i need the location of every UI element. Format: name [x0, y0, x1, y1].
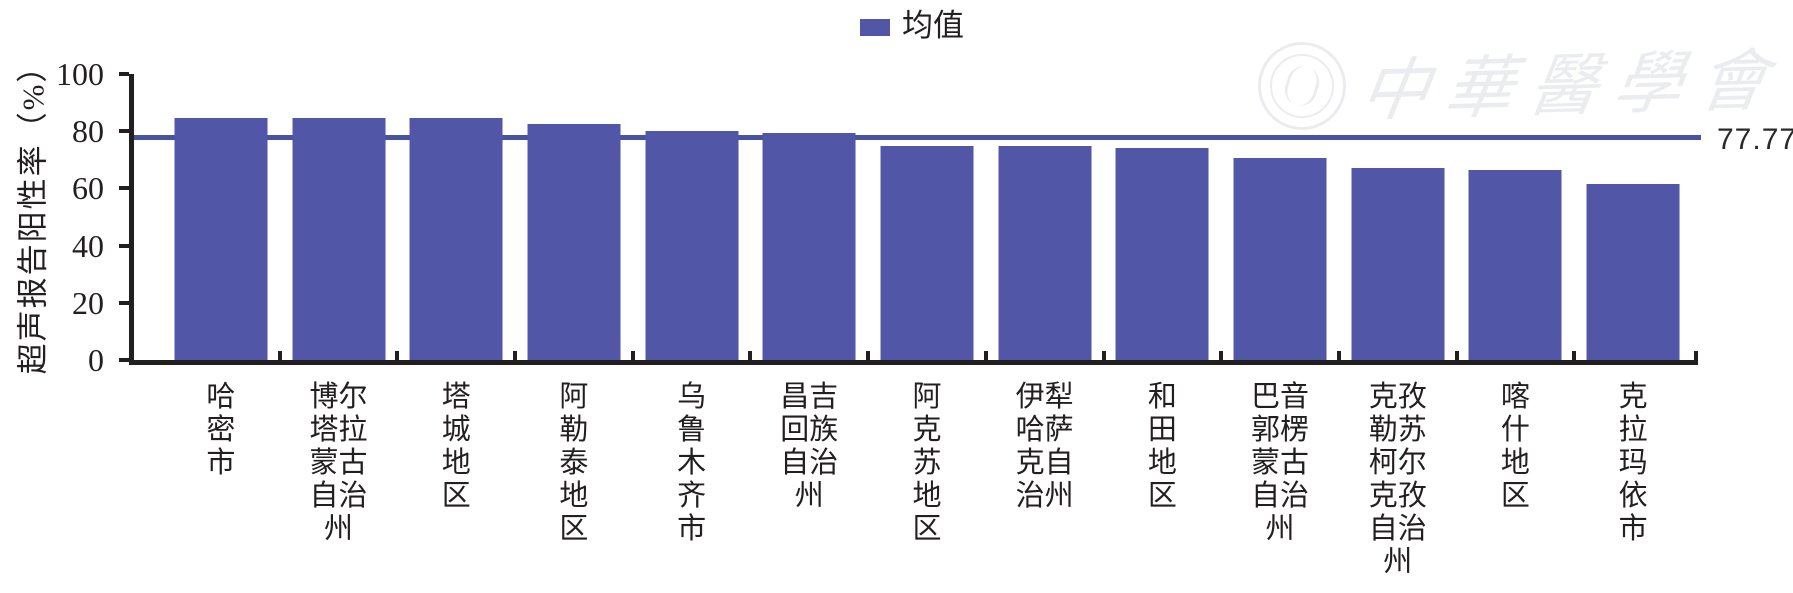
category-label: 塔城地区	[441, 381, 471, 512]
bar	[762, 132, 856, 360]
x-tick-mark	[1219, 351, 1224, 360]
plot-area: 77.77 哈密市 博尔塔拉蒙古自治州 塔城地区 阿勒泰地区 乌鲁木齐市 昌吉回族自治州 阿…	[56, 58, 1793, 578]
legend-label: 均值	[902, 8, 964, 43]
bar-cell	[1221, 74, 1339, 360]
y-tick-mark	[119, 243, 129, 248]
category-label-cell: 哈密市	[162, 381, 280, 579]
category-label-cell: 克拉玛依市	[1574, 381, 1692, 579]
bar	[645, 131, 739, 360]
bar	[1233, 158, 1327, 360]
bar-cell	[280, 74, 398, 360]
legend: 均值	[860, 10, 964, 41]
y-tick-label: 0	[88, 342, 104, 378]
mean-line-value: 77.77	[1717, 122, 1793, 156]
y-axis-title: 超声报告阳性率（%）	[15, 49, 51, 375]
bar-cell	[1457, 74, 1575, 360]
category-label: 克拉玛依市	[1618, 381, 1648, 545]
x-tick-mark	[1101, 351, 1106, 360]
category-label: 和田地区	[1147, 381, 1177, 512]
bar-cell	[397, 74, 515, 360]
bars-row	[162, 74, 1692, 360]
y-tick-label: 100	[56, 56, 104, 92]
category-label: 巴音郭楞蒙古自治州	[1251, 381, 1310, 545]
bar-cell	[633, 74, 751, 360]
category-label-cell: 塔城地区	[397, 381, 515, 579]
legend-swatch-icon	[860, 18, 890, 36]
category-label: 哈密市	[206, 381, 236, 479]
y-tick-mark	[119, 129, 129, 134]
category-label-cell: 巴音郭楞蒙古自治州	[1221, 381, 1339, 579]
y-tick-mark	[119, 358, 129, 362]
mean-line	[134, 134, 1701, 140]
category-label: 阿勒泰地区	[559, 381, 589, 545]
bar	[880, 145, 974, 360]
bar-cell	[986, 74, 1104, 360]
bar-cell	[515, 74, 633, 360]
category-label: 克孜勒苏柯尔克孜自治州	[1368, 381, 1427, 578]
category-label-cell: 伊犁哈萨克自治州	[986, 381, 1104, 579]
category-label-cell: 阿克苏地区	[868, 381, 986, 579]
x-tick-mark	[1336, 351, 1341, 360]
y-tick-label: 40	[72, 227, 104, 264]
category-label-cell: 博尔塔拉蒙古自治州	[280, 381, 398, 579]
y-tick-mark	[119, 186, 129, 191]
category-label: 乌鲁木齐市	[677, 381, 707, 545]
x-axis-end-tick	[1694, 351, 1698, 360]
category-label-cell: 昌吉回族自治州	[750, 381, 868, 579]
y-tick-mark	[119, 72, 129, 76]
bar	[292, 118, 386, 360]
bar-cell	[162, 74, 280, 360]
bar	[1586, 184, 1680, 360]
bar	[1468, 169, 1562, 360]
category-label-cell: 克孜勒苏柯尔克孜自治州	[1339, 381, 1457, 579]
x-tick-mark	[748, 351, 753, 360]
category-label: 阿克苏地区	[912, 381, 942, 545]
y-tick-label: 80	[72, 113, 104, 150]
x-tick-mark	[513, 351, 518, 360]
category-label: 昌吉回族自治州	[780, 381, 839, 512]
bar	[998, 145, 1092, 360]
bar	[1115, 148, 1209, 360]
x-tick-mark	[395, 351, 400, 360]
x-tick-mark	[983, 351, 988, 360]
bar	[527, 124, 621, 360]
y-tick-label: 60	[72, 170, 104, 207]
x-tick-mark	[630, 351, 635, 360]
category-label-cell: 阿勒泰地区	[515, 381, 633, 579]
bar-cell	[1339, 74, 1457, 360]
y-tick-mark	[119, 300, 129, 305]
x-tick-mark	[1454, 351, 1459, 360]
bar-cell	[1574, 74, 1692, 360]
category-label: 喀什地区	[1500, 381, 1530, 512]
category-label-cell: 喀什地区	[1457, 381, 1575, 579]
x-tick-mark	[277, 351, 282, 360]
y-tick-label: 20	[72, 284, 104, 321]
bar	[1351, 168, 1445, 360]
category-label-cell: 和田地区	[1104, 381, 1222, 579]
bar	[409, 118, 503, 360]
x-tick-mark	[1572, 351, 1577, 360]
bar-cell	[868, 74, 986, 360]
bar-cell	[750, 74, 868, 360]
category-label-cell: 乌鲁木齐市	[633, 381, 751, 579]
category-label: 伊犁哈萨克自治州	[1015, 381, 1074, 512]
category-label: 博尔塔拉蒙古自治州	[309, 381, 368, 545]
category-labels-row: 哈密市 博尔塔拉蒙古自治州 塔城地区 阿勒泰地区 乌鲁木齐市 昌吉回族自治州 阿克苏地区 伊犁…	[162, 381, 1692, 579]
bar	[174, 118, 268, 360]
x-tick-mark	[866, 351, 871, 360]
bar-cell	[1104, 74, 1222, 360]
